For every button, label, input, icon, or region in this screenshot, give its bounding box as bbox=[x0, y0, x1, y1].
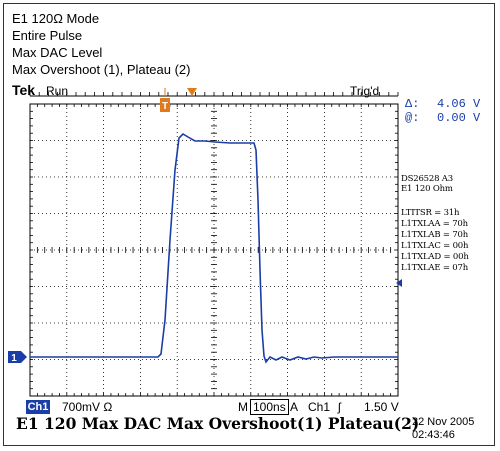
register-line: L1TXLAB = 70h bbox=[401, 230, 469, 240]
trigger-channel: Ch1 bbox=[308, 400, 331, 414]
brand-label: Tek bbox=[12, 82, 36, 98]
header-line-mode: E1 120Ω Mode bbox=[12, 11, 100, 26]
capture-time: 02:43:46 bbox=[412, 429, 455, 441]
ch1-waveform bbox=[30, 132, 398, 364]
figure-caption: E1 120 Max DAC Max Overshoot(1) Plateau(… bbox=[16, 414, 420, 433]
delta-readout-value: 4.06 V bbox=[437, 97, 481, 111]
header-line-pulse: Entire Pulse bbox=[12, 28, 83, 43]
device-mode: E1 120 Ohm bbox=[401, 184, 453, 194]
timebase-value: 100ns bbox=[250, 399, 289, 415]
capture-date: 22 Nov 2005 bbox=[412, 416, 475, 428]
trigger-marker-label: T bbox=[162, 101, 168, 112]
register-line: L1TXLAD = 00h bbox=[401, 252, 469, 262]
register-line: L1TXLAC = 00h bbox=[401, 241, 469, 251]
device-id: DS26528 A3 bbox=[401, 174, 453, 184]
register-line: LTITSR = 31h bbox=[401, 208, 460, 218]
header-line-overshoot: Max Overshoot (1), Plateau (2) bbox=[12, 62, 191, 77]
run-status: Run bbox=[46, 84, 69, 98]
header-line-dac: Max DAC Level bbox=[12, 45, 103, 60]
trigger-a-label: A bbox=[290, 400, 299, 414]
delta-readout-label: Δ: bbox=[405, 97, 420, 111]
top-ruler-ticks bbox=[29, 92, 399, 96]
ch1-ground-marker: 1 bbox=[8, 351, 27, 364]
ch1-scale: 700mV Ω bbox=[62, 400, 113, 414]
register-line: L1TXLAA = 70h bbox=[401, 219, 468, 229]
trigger-level: 1.50 V bbox=[364, 400, 399, 414]
header-notes: E1 120Ω Mode Entire Pulse Max DAC Level … bbox=[12, 10, 190, 78]
register-line: L1TXLAE = 07h bbox=[401, 263, 468, 273]
figure-frame bbox=[3, 3, 495, 446]
ch1-marker-label: 1 bbox=[11, 353, 17, 364]
timebase-m-label: M bbox=[238, 400, 248, 414]
trigger-status: Trig'd bbox=[350, 84, 380, 98]
trigger-level-marker bbox=[396, 279, 402, 287]
at-readout-label: @: bbox=[405, 111, 420, 125]
ch1-badge: Ch1 bbox=[26, 400, 50, 414]
trigger-position-marker: T bbox=[160, 88, 197, 112]
trigger-slope-icon: ʃ bbox=[338, 400, 341, 414]
at-readout-value: 0.00 V bbox=[437, 111, 481, 125]
